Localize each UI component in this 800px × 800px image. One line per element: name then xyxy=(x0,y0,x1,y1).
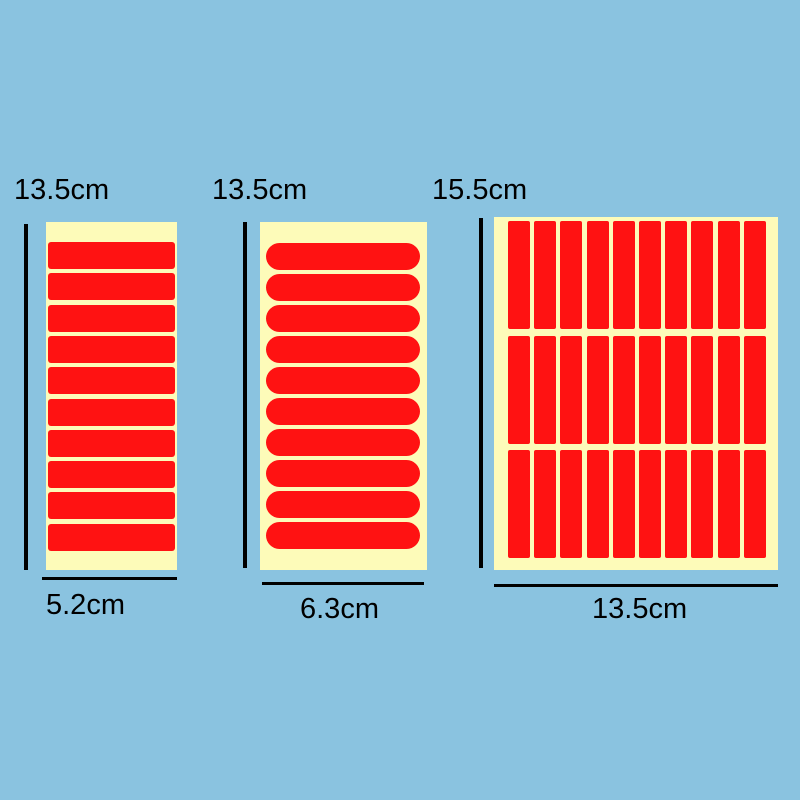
sheet1-width-line xyxy=(42,577,177,580)
sticker-sheet-2 xyxy=(260,222,427,570)
sheet1-height-line xyxy=(24,224,28,570)
sticker-strip xyxy=(266,491,420,518)
sheet2-width-label: 6.3cm xyxy=(300,593,379,625)
sticker-strip xyxy=(743,450,766,558)
sheet1-width-label: 5.2cm xyxy=(46,589,125,621)
sticker-strip xyxy=(743,221,766,329)
sticker-strip xyxy=(639,335,661,444)
sheet2-width-line xyxy=(262,582,424,585)
sticker-strip xyxy=(266,305,420,332)
sticker-strip xyxy=(534,335,557,444)
sticker-strip xyxy=(48,367,175,395)
sticker-strip xyxy=(48,398,175,426)
sticker-strip xyxy=(266,460,420,487)
sticker-strip xyxy=(48,429,175,457)
sticker-strip xyxy=(48,461,175,489)
sticker-strip xyxy=(639,221,661,329)
sticker-strip xyxy=(48,335,175,363)
sticker-strip xyxy=(534,221,557,329)
sticker-strip xyxy=(48,523,175,551)
sticker-strip xyxy=(560,335,583,444)
sticker-strip xyxy=(508,450,530,558)
sheet3-width-label: 13.5cm xyxy=(592,593,688,625)
sticker-strip xyxy=(665,450,688,558)
sticker-strip xyxy=(691,221,714,329)
sticker-strip xyxy=(266,274,420,301)
sticker-strip xyxy=(266,243,420,270)
sticker-strip xyxy=(586,450,609,558)
sticker-strip xyxy=(691,335,714,444)
sticker-strip xyxy=(48,242,175,269)
sheet3-height-line xyxy=(479,218,483,568)
sticker-strip xyxy=(586,221,609,329)
sticker-strip xyxy=(534,450,557,558)
sticker-strip xyxy=(639,450,661,558)
sticker-strip xyxy=(612,450,635,558)
sticker-strip xyxy=(266,398,420,425)
sticker-strip xyxy=(508,335,530,444)
sheet3-width-line xyxy=(494,584,778,587)
sticker-strip xyxy=(560,450,583,558)
sticker-strip xyxy=(560,221,583,329)
sticker-strip xyxy=(612,335,635,444)
sticker-strip xyxy=(48,304,175,332)
sheet2-height-label: 13.5cm xyxy=(212,174,308,206)
sticker-strip xyxy=(665,335,688,444)
sticker-strip xyxy=(48,273,175,301)
sticker-strip xyxy=(612,221,635,329)
sticker-strip xyxy=(586,335,609,444)
sticker-strip xyxy=(665,221,688,329)
sticker-strip xyxy=(266,336,420,363)
sticker-strip xyxy=(266,429,420,456)
sticker-strip xyxy=(743,335,766,444)
sheet2-height-line xyxy=(243,222,247,568)
sticker-strip xyxy=(48,492,175,520)
sticker-sheet-3 xyxy=(494,217,778,570)
sticker-strip xyxy=(717,450,740,558)
sticker-sheet-1 xyxy=(46,222,177,570)
sheet3-height-label: 15.5cm xyxy=(432,174,528,206)
sticker-strip xyxy=(508,221,530,329)
sticker-strip xyxy=(717,335,740,444)
sticker-strip xyxy=(691,450,714,558)
sticker-strip xyxy=(266,367,420,394)
sticker-strip xyxy=(717,221,740,329)
sheet1-height-label: 13.5cm xyxy=(14,174,110,206)
sticker-strip xyxy=(266,522,420,549)
